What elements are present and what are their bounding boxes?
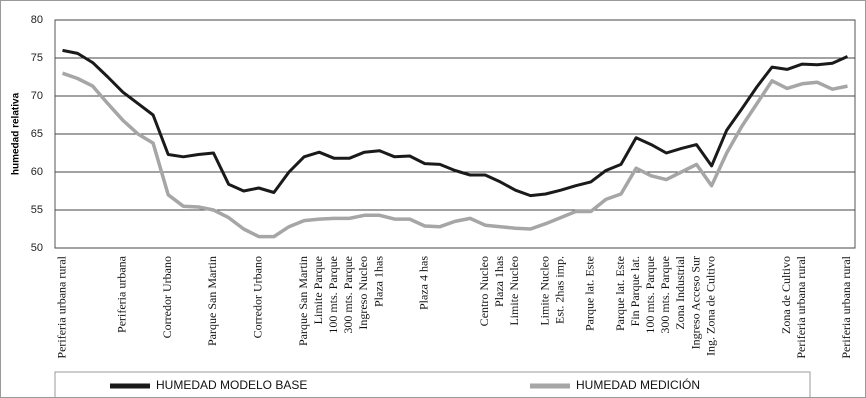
y-tick-label: 80: [31, 14, 43, 26]
y-tick-label: 75: [31, 52, 43, 64]
legend-box: [54, 371, 811, 398]
x-tick-label: Zona de Cultivo: [779, 256, 793, 334]
legend-label: HUMEDAD MEDICIÓN: [576, 377, 700, 392]
x-tick-label: Parque San Martin: [296, 256, 310, 346]
x-tick-label: Periferia urbana rural: [794, 255, 808, 358]
x-tick-label: 300 mts. Parque: [341, 256, 355, 334]
x-tick-label: Parque San Martin: [205, 256, 219, 346]
x-tick-label: Parque lat. Este: [583, 256, 597, 331]
x-tick-label: Periferia urbana: [115, 255, 129, 333]
x-tick-label: Plaza 1has: [371, 256, 385, 307]
y-tick-label: 50: [31, 242, 43, 254]
x-tick-label: 100 mts. Parque: [643, 256, 657, 334]
series-line: [62, 48, 849, 198]
x-tick-label: Ingreso Nucleo: [356, 256, 370, 330]
y-tick-label: 60: [31, 166, 43, 178]
x-tick-label: Periferia urbana rural: [839, 255, 853, 358]
x-tick-label: Ingreso Acceso Sur: [688, 256, 702, 349]
x-tick-label: Centro Nucleo: [477, 256, 491, 326]
x-tick-label: Zona Industrial: [673, 255, 687, 329]
x-tick-label: Periferia urbana rural: [54, 255, 68, 358]
y-tick-label: 70: [31, 90, 43, 102]
y-tick-label: 55: [31, 204, 43, 216]
y-axis-label: humedad relativa: [11, 92, 22, 175]
x-tick-label: Ing. Zona de Cultivo: [703, 256, 717, 356]
x-tick-label: Limite Nucleo: [537, 256, 551, 326]
x-tick-label: Limite Nucleo: [507, 256, 521, 326]
x-tick-label: Corredor Urbano: [251, 256, 265, 338]
legend-label: HUMEDAD MODELO BASE: [156, 378, 307, 392]
x-tick-label: Fin Parque lat.: [628, 256, 642, 326]
x-tick-label: Est. 2has imp.: [552, 256, 566, 324]
x-tick-label: 300 mts. Parque: [658, 256, 672, 334]
x-tick-label: Limite Parque: [311, 256, 325, 324]
x-tick-label: Plaza 1has: [492, 256, 506, 307]
y-tick-label: 65: [31, 128, 43, 140]
x-tick-label: Plaza 4 has: [417, 256, 431, 310]
x-tick-label: Corredor Urbano: [160, 256, 174, 338]
series-line: [61, 71, 848, 239]
x-tick-label: 100 mts. Parque: [326, 256, 340, 334]
x-tick-label: Parque lat. Este: [613, 256, 627, 331]
